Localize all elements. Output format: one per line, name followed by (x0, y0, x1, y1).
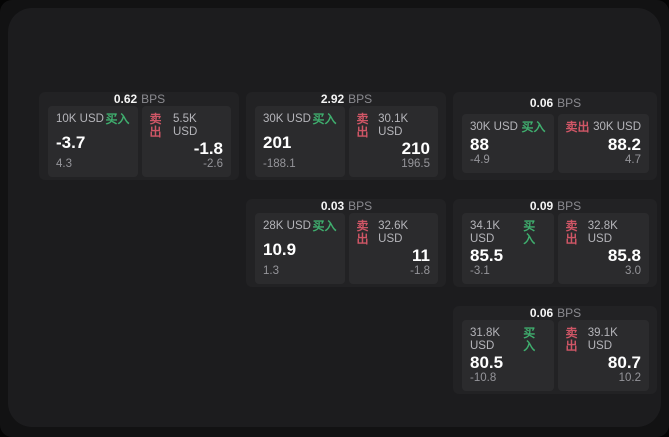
buy-sub-value: 4.3 (56, 158, 72, 170)
buy-tile[interactable]: 28K USD 买入 10.9 1.3 (255, 213, 345, 284)
bps-label: BPS (348, 199, 373, 213)
buy-tile[interactable]: 10K USD 买入 -3.7 4.3 (48, 106, 138, 177)
buy-size: 31.8K USD (470, 327, 501, 352)
buy-price: 80.5 (470, 353, 504, 372)
spread-card: 0.06 BPS 30K USD 买入 88 -4.9 卖出 (453, 92, 657, 180)
buy-sub-value: -188.1 (263, 158, 296, 170)
quote-tiles: 31.8K USD 买入 80.5 -10.8 卖出 39.1K USD 80.… (462, 320, 649, 391)
bps-label: BPS (348, 92, 373, 106)
buy-sub-value: -4.9 (470, 154, 490, 166)
buy-size: 34.1K USD (470, 220, 501, 245)
spread-value: 0.03 (320, 199, 345, 213)
sell-side-label: 卖出 (565, 326, 578, 353)
spread-value: 0.62 (113, 92, 138, 106)
bps-label: BPS (141, 92, 166, 106)
dashboard-panel: 0.62 BPS 10K USD 买入 -3.7 4.3 卖出 (8, 8, 661, 427)
spread-card: 0.09 BPS 34.1K USD 买入 85.5 -3.1 卖出 (453, 199, 657, 287)
sell-side-label: 卖出 (565, 219, 578, 246)
sell-size: 30.1K USD (378, 113, 409, 138)
sell-price: -1.8 (193, 139, 223, 158)
sell-sub-value: -2.6 (203, 158, 223, 170)
buy-size: 10K USD (56, 113, 104, 125)
sell-size: 30K USD (593, 121, 641, 133)
spread-value: 0.09 (529, 199, 554, 213)
buy-sub-value: 1.3 (263, 265, 279, 277)
sell-sub-value: -1.8 (410, 265, 430, 277)
spread-card: 0.62 BPS 10K USD 买入 -3.7 4.3 卖出 (39, 92, 239, 180)
sell-tile[interactable]: 卖出 30K USD 88.2 4.7 (557, 114, 649, 173)
buy-size: 30K USD (263, 113, 311, 125)
spread-value: 0.06 (529, 96, 554, 110)
buy-tile[interactable]: 30K USD 买入 88 -4.9 (462, 114, 554, 173)
spread-header: 0.06 BPS (462, 92, 649, 114)
buy-side-label: 买入 (312, 219, 337, 233)
buy-size: 30K USD (470, 121, 518, 133)
spread-header: 2.92 BPS (255, 92, 438, 106)
sell-sub-value: 196.5 (401, 158, 430, 170)
quote-tiles: 10K USD 买入 -3.7 4.3 卖出 5.5K USD -1.8 -2.… (48, 106, 231, 177)
sell-price: 210 (401, 139, 430, 158)
buy-side-label: 买入 (521, 120, 546, 134)
buy-price: 88 (470, 134, 489, 154)
quote-tiles: 30K USD 买入 201 -188.1 卖出 30.1K USD 210 1… (255, 106, 438, 177)
spread-header: 0.03 BPS (255, 199, 438, 213)
bps-label: BPS (557, 306, 582, 320)
sell-tile[interactable]: 卖出 30.1K USD 210 196.5 (348, 106, 438, 177)
sell-side-label: 卖出 (356, 219, 369, 246)
sell-price: 80.7 (607, 353, 641, 372)
spread-value: 2.92 (320, 92, 345, 106)
buy-side-label: 买入 (312, 112, 337, 126)
spread-header: 0.62 BPS (48, 92, 231, 106)
sell-tile[interactable]: 卖出 32.8K USD 85.8 3.0 (557, 213, 649, 284)
spread-card: 0.03 BPS 28K USD 买入 10.9 1.3 卖出 (246, 199, 446, 287)
buy-side-label: 买入 (523, 219, 536, 246)
sell-side-label: 卖出 (149, 112, 162, 139)
spread-card: 2.92 BPS 30K USD 买入 201 -188.1 卖出 (246, 92, 446, 180)
sell-size: 39.1K USD (587, 327, 618, 352)
spread-card-grid: 0.62 BPS 10K USD 买入 -3.7 4.3 卖出 (39, 92, 657, 394)
buy-price: 85.5 (470, 246, 504, 265)
sell-tile[interactable]: 卖出 32.6K USD 11 -1.8 (348, 213, 438, 284)
buy-tile[interactable]: 30K USD 买入 201 -188.1 (255, 106, 345, 177)
spread-header: 0.06 BPS (462, 306, 649, 320)
quote-tiles: 30K USD 买入 88 -4.9 卖出 30K USD 88.2 4.7 (462, 114, 649, 173)
spread-value: 0.06 (529, 306, 554, 320)
buy-size: 28K USD (263, 220, 311, 232)
buy-price: 10.9 (263, 239, 297, 259)
sell-tile[interactable]: 卖出 39.1K USD 80.7 10.2 (557, 320, 649, 391)
sell-tile[interactable]: 卖出 5.5K USD -1.8 -2.6 (141, 106, 231, 177)
sell-side-label: 卖出 (356, 112, 369, 139)
buy-side-label: 买入 (523, 326, 536, 353)
sell-sub-value: 4.7 (625, 154, 641, 166)
sell-price: 11 (412, 246, 430, 265)
sell-size: 32.6K USD (378, 220, 409, 245)
buy-price: 201 (263, 132, 292, 152)
buy-side-label: 买入 (105, 112, 130, 126)
sell-sub-value: 3.0 (625, 265, 641, 277)
sell-sub-value: 10.2 (618, 372, 641, 384)
sell-size: 32.8K USD (587, 220, 618, 245)
sell-price: 88.2 (607, 134, 641, 154)
sell-side-label: 卖出 (565, 120, 590, 134)
buy-price: -3.7 (56, 132, 86, 152)
spread-card: 0.06 BPS 31.8K USD 买入 80.5 -10.8 卖 (453, 306, 657, 394)
sell-price: 85.8 (607, 246, 641, 265)
buy-tile[interactable]: 31.8K USD 买入 80.5 -10.8 (462, 320, 554, 391)
bps-label: BPS (557, 96, 582, 110)
buy-sub-value: -10.8 (470, 372, 497, 384)
bps-label: BPS (557, 199, 582, 213)
buy-tile[interactable]: 34.1K USD 买入 85.5 -3.1 (462, 213, 554, 284)
spread-header: 0.09 BPS (462, 199, 649, 213)
sell-size: 5.5K USD (172, 113, 198, 138)
quote-tiles: 34.1K USD 买入 85.5 -3.1 卖出 32.8K USD 85.8… (462, 213, 649, 284)
buy-sub-value: -3.1 (470, 265, 490, 277)
quote-tiles: 28K USD 买入 10.9 1.3 卖出 32.6K USD 11 -1.8 (255, 213, 438, 284)
